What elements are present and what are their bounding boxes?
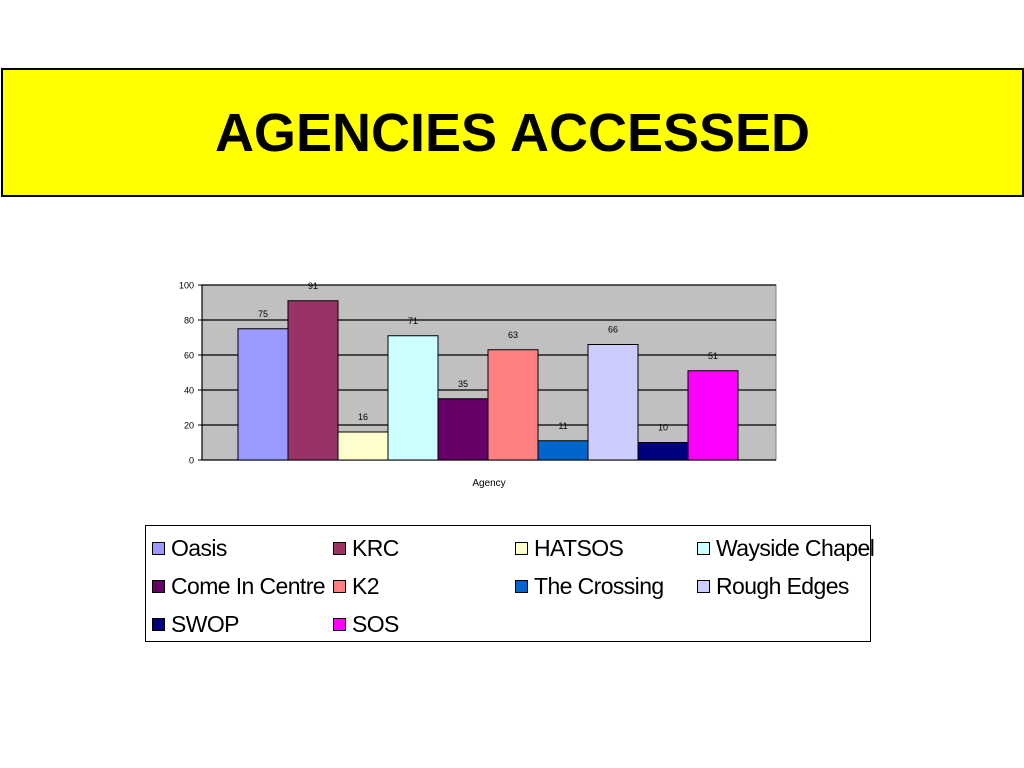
bar <box>387 335 439 461</box>
legend-item: The Crossing <box>515 571 664 601</box>
y-tick-label: 20 <box>184 421 194 431</box>
legend-swatch <box>697 541 710 555</box>
chart-legend: Oasis KRC HATSOS Wayside Chapel Come In Cent… <box>145 525 875 642</box>
y-tick-label: 100 <box>179 281 194 291</box>
data-label: 63 <box>508 330 518 340</box>
data-label: 35 <box>458 379 468 389</box>
page-title: AGENCIES ACCESSED <box>214 102 811 163</box>
legend-label: Rough Edges <box>716 572 849 599</box>
bar <box>537 440 589 461</box>
y-tick-label: 60 <box>184 351 194 361</box>
y-tick-label: 40 <box>184 386 194 396</box>
legend-item: KRC <box>333 533 399 563</box>
bar <box>287 300 339 461</box>
bar <box>487 349 539 461</box>
bar <box>687 370 739 461</box>
legend-swatch <box>152 579 165 593</box>
bar <box>587 344 639 461</box>
data-label: 11 <box>558 421 567 431</box>
legend-label: Come In Centre <box>171 572 326 599</box>
legend-item: Wayside Chapel <box>697 533 875 563</box>
bar <box>237 328 289 461</box>
y-tick-label: 80 <box>184 316 194 326</box>
bar <box>337 431 389 461</box>
legend-label: HATSOS <box>534 534 624 561</box>
legend-item: Come In Centre <box>152 571 326 601</box>
legend-swatch <box>333 579 346 593</box>
legend-label: Wayside Chapel <box>716 534 875 561</box>
bar <box>637 442 689 461</box>
legend-item: Rough Edges <box>697 571 849 601</box>
legend-item: K2 <box>333 571 380 601</box>
x-axis-label: Agency <box>472 478 505 489</box>
data-label: 71 <box>408 316 418 326</box>
legend-item: SOS <box>333 609 399 639</box>
legend-label: K2 <box>352 572 380 599</box>
title-banner: AGENCIES ACCESSED <box>1 68 1024 197</box>
legend-swatch <box>515 541 528 555</box>
legend-swatch <box>333 617 346 631</box>
legend-swatch <box>697 579 710 593</box>
legend-label: KRC <box>352 534 399 561</box>
legend-label: SWOP <box>171 610 239 637</box>
data-label: 75 <box>258 309 268 319</box>
legend-item: HATSOS <box>515 533 624 563</box>
data-label: 91 <box>308 281 318 291</box>
legend-label: The Crossing <box>534 572 664 599</box>
legend-item: SWOP <box>152 609 239 639</box>
data-label: 51 <box>708 351 718 361</box>
data-label: 16 <box>358 412 368 422</box>
legend-swatch <box>515 579 528 593</box>
bar <box>437 398 489 461</box>
legend-swatch <box>333 541 346 555</box>
y-tick-label: 0 <box>189 456 194 466</box>
legend-item: Oasis <box>152 533 227 563</box>
legend-label: Oasis <box>171 534 227 561</box>
data-label: 66 <box>608 325 618 335</box>
data-label: 10 <box>658 423 668 433</box>
legend-swatch <box>152 617 165 631</box>
legend-swatch <box>152 541 165 555</box>
legend-label: SOS <box>352 610 399 637</box>
